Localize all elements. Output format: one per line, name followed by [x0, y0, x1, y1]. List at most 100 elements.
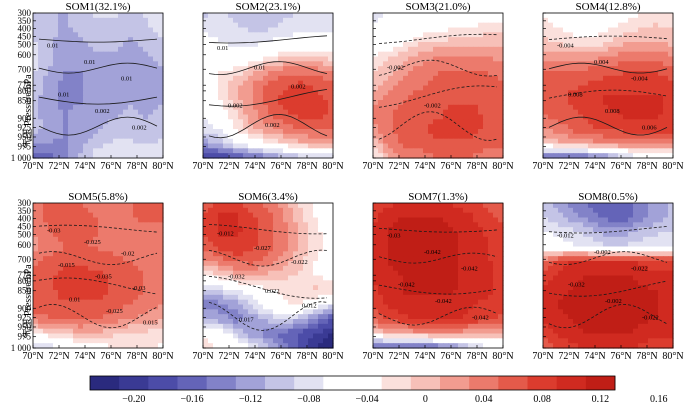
- field-cell: [148, 285, 154, 291]
- field-cell: [418, 22, 424, 29]
- field-cell: [68, 104, 74, 111]
- contour-label: -0.03: [132, 285, 146, 292]
- contour-lines: -0.03-0.025-0.02-0.015-0.035-0.030.01-0.…: [38, 224, 158, 329]
- field-cell: [243, 42, 249, 48]
- field-cell: [203, 212, 209, 219]
- field-cell: [73, 299, 79, 306]
- field-cell: [138, 323, 144, 330]
- field-cell: [468, 32, 474, 38]
- field-cell: [218, 246, 224, 252]
- field-cell: [93, 343, 99, 349]
- field-cell: [293, 46, 299, 53]
- field-cell: [298, 80, 304, 87]
- field-cell: [253, 236, 259, 243]
- field-cell: [573, 66, 579, 72]
- contour-label: 0.002: [228, 103, 243, 110]
- field-cell: [98, 13, 104, 19]
- field-cell: [323, 85, 329, 91]
- field-cell: [488, 17, 494, 24]
- field-cell: [233, 299, 239, 306]
- field-cell: [373, 148, 379, 154]
- field-cell: [153, 71, 159, 77]
- field-cell: [653, 109, 659, 116]
- field-cell: [103, 61, 109, 67]
- field-cell: [488, 46, 494, 53]
- field-cell: [158, 85, 164, 91]
- field-cell: [293, 119, 299, 125]
- field-cell: [78, 236, 84, 243]
- field-cell: [88, 80, 94, 87]
- field-cell: [58, 290, 64, 296]
- field-cell: [83, 222, 89, 228]
- field-cell: [238, 124, 244, 130]
- field-cell: [118, 80, 124, 87]
- field-cell: [103, 207, 109, 214]
- field-cell: [653, 56, 659, 62]
- field-cell: [568, 109, 574, 116]
- field-cell: [473, 85, 479, 91]
- field-cell: [88, 143, 94, 149]
- field-cell: [248, 17, 254, 24]
- field-cell: [323, 261, 329, 267]
- field-cell: [88, 37, 94, 43]
- field-cell: [103, 328, 109, 335]
- field-cell: [393, 17, 399, 24]
- field-cell: [128, 95, 134, 101]
- field-cell: [218, 37, 224, 43]
- field-cell: [268, 207, 274, 214]
- field-cell: [653, 124, 659, 130]
- field-cell: [413, 27, 419, 33]
- field-cell: [83, 148, 89, 154]
- field-cell: [78, 323, 84, 330]
- field-cell: [643, 75, 649, 82]
- field-cell: [273, 290, 279, 296]
- field-cell: [223, 314, 229, 320]
- field-cell: [78, 251, 84, 257]
- field-cell: [663, 95, 669, 101]
- field-cell: [633, 80, 639, 87]
- field-cell: [103, 319, 109, 325]
- field-cell: [428, 133, 434, 140]
- field-cell: [133, 294, 139, 301]
- field-cell: [258, 236, 264, 243]
- field-cell: [288, 119, 294, 125]
- field-cell: [53, 75, 59, 82]
- field-cell: [218, 251, 224, 257]
- field-cell: [108, 100, 114, 106]
- field-cell: [83, 119, 89, 125]
- field-cell: [88, 61, 94, 67]
- field-cell: [483, 143, 489, 149]
- field-cell: [638, 27, 644, 33]
- field-cell: [218, 51, 224, 58]
- field-cell: [568, 124, 574, 130]
- field-cell: [483, 138, 489, 145]
- field-cell: [643, 22, 649, 29]
- field-cell: [143, 285, 149, 291]
- field-cell: [308, 32, 314, 38]
- field-cell: [318, 309, 324, 315]
- field-cell: [113, 13, 119, 19]
- field-cell: [58, 61, 64, 67]
- field-cell: [318, 217, 324, 223]
- field-cell: [128, 148, 134, 154]
- field-cell: [303, 338, 309, 344]
- field-cell: [568, 100, 574, 106]
- field-cell: [228, 343, 234, 349]
- field-cell: [233, 251, 239, 257]
- field-cell: [298, 275, 304, 281]
- field-cell: [623, 119, 629, 125]
- field-cell: [413, 56, 419, 62]
- field-cell: [608, 119, 614, 125]
- field-cell: [613, 148, 619, 154]
- field-cell: [613, 56, 619, 62]
- field-cell: [68, 256, 74, 262]
- field-cell: [133, 270, 139, 277]
- field-cell: [78, 207, 84, 214]
- field-cell: [273, 328, 279, 335]
- field-cell: [413, 51, 419, 58]
- field-cell: [93, 95, 99, 101]
- field-cell: [378, 133, 384, 140]
- field-cell: [283, 109, 289, 116]
- field-cell: [253, 75, 259, 82]
- field-cell: [323, 319, 329, 325]
